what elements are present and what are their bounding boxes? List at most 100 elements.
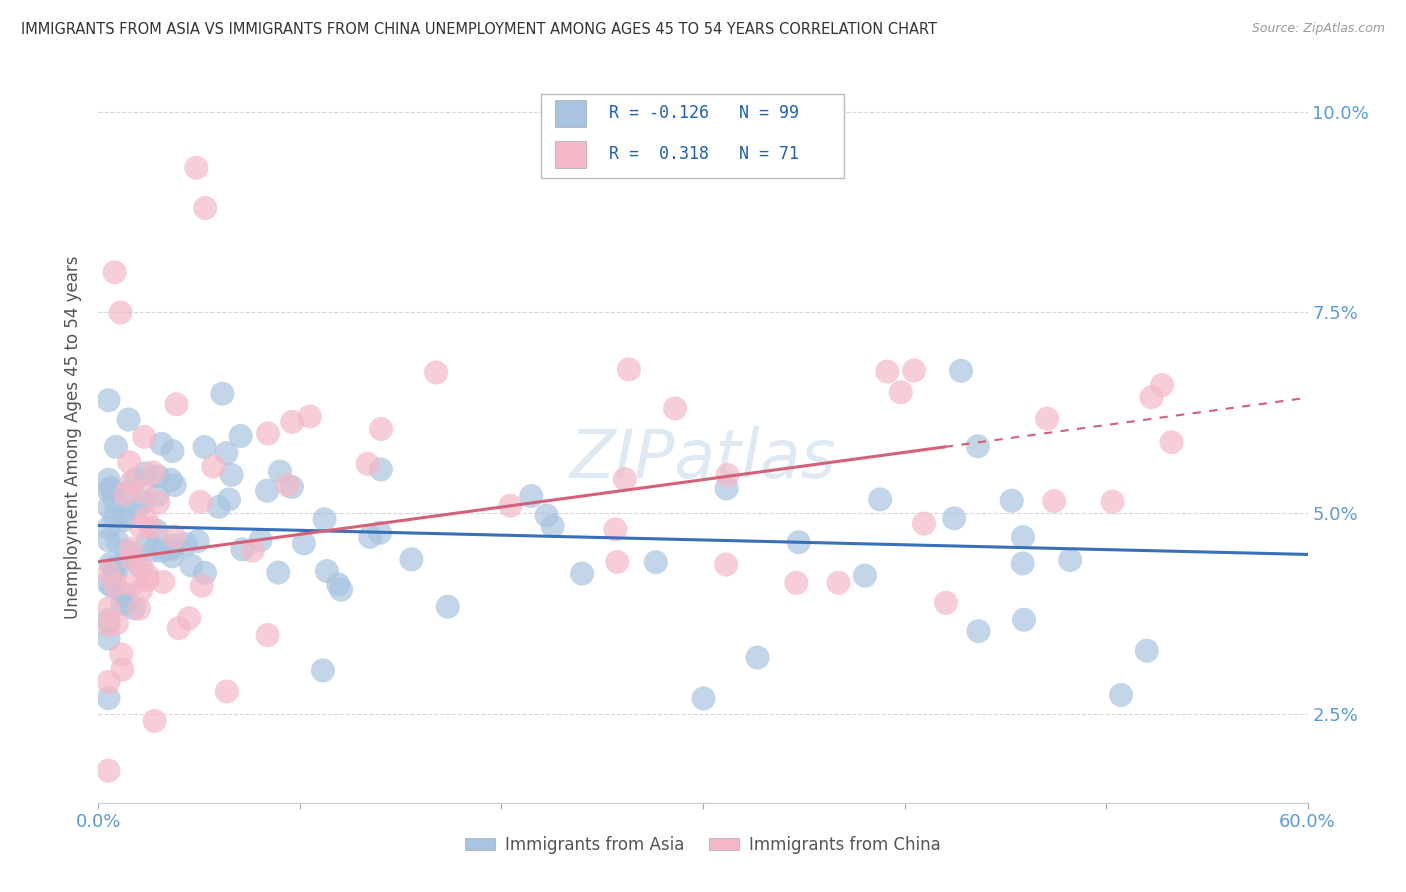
Point — [257, 426, 280, 441]
Point — [135, 510, 157, 524]
Point — [97, 613, 120, 627]
Point — [229, 429, 252, 443]
Point — [97, 500, 120, 515]
Text: ZIP​at​las: ZIP​at​las — [569, 426, 837, 492]
Point — [136, 534, 159, 549]
Point — [112, 513, 135, 527]
Point — [132, 484, 155, 499]
Point — [165, 397, 187, 411]
Point — [194, 566, 217, 580]
Point — [218, 492, 240, 507]
Point — [100, 557, 122, 571]
Point — [187, 534, 209, 549]
Point — [949, 364, 972, 378]
Point — [716, 482, 738, 496]
Point — [110, 648, 132, 662]
Point — [605, 523, 627, 537]
Point — [1012, 613, 1035, 627]
Point — [167, 621, 190, 635]
Point — [132, 494, 155, 508]
Point — [714, 558, 737, 572]
Point — [221, 467, 243, 482]
Point — [256, 483, 278, 498]
Point — [121, 577, 143, 591]
Point — [115, 508, 138, 523]
Point — [128, 601, 150, 615]
Point — [231, 542, 253, 557]
Point — [114, 587, 136, 601]
Point — [967, 624, 990, 639]
Point — [163, 478, 186, 492]
Point — [716, 468, 738, 483]
Point — [1011, 557, 1033, 571]
Text: Source: ZipAtlas.com: Source: ZipAtlas.com — [1251, 22, 1385, 36]
Point — [606, 555, 628, 569]
Point — [787, 535, 810, 549]
Point — [1036, 411, 1059, 425]
Point — [122, 601, 145, 615]
Point — [97, 483, 120, 498]
Point — [876, 365, 898, 379]
Point — [120, 541, 142, 556]
Point — [869, 492, 891, 507]
Point — [330, 582, 353, 597]
Point — [186, 161, 208, 175]
Point — [97, 674, 120, 689]
Point — [103, 265, 125, 279]
Point — [124, 473, 146, 487]
Point — [163, 529, 186, 543]
Point — [541, 519, 564, 533]
Point — [571, 566, 593, 581]
Point — [1001, 493, 1024, 508]
Text: R = -0.126   N = 99: R = -0.126 N = 99 — [609, 104, 799, 122]
Point — [104, 578, 127, 592]
Point — [101, 483, 124, 497]
Point — [1150, 378, 1173, 392]
Point — [177, 611, 200, 625]
Point — [97, 521, 120, 535]
Text: R =  0.318   N = 71: R = 0.318 N = 71 — [609, 145, 799, 163]
Point — [104, 562, 127, 576]
Point — [117, 412, 139, 426]
Point — [215, 446, 238, 460]
Point — [966, 439, 988, 453]
Point — [520, 489, 543, 503]
Point — [97, 566, 120, 581]
Point — [208, 500, 231, 514]
Point — [114, 487, 136, 501]
Point — [827, 575, 849, 590]
Point — [105, 616, 128, 631]
Point — [136, 568, 159, 582]
Point — [1136, 644, 1159, 658]
Point — [193, 440, 215, 454]
Point — [425, 366, 447, 380]
Point — [100, 481, 122, 495]
Point — [129, 520, 152, 534]
Point — [267, 566, 290, 580]
Point — [139, 520, 162, 534]
Point — [97, 576, 120, 591]
Point — [1012, 530, 1035, 544]
Point — [664, 401, 686, 416]
Point — [316, 564, 339, 578]
Point — [148, 495, 170, 509]
Point — [143, 714, 166, 728]
Point — [146, 488, 169, 502]
Point — [142, 466, 165, 480]
Point — [785, 575, 807, 590]
Point — [120, 552, 142, 566]
Point — [1059, 553, 1081, 567]
Point — [298, 409, 321, 424]
Point — [368, 525, 391, 540]
Point — [613, 472, 636, 486]
Point — [890, 385, 912, 400]
Point — [160, 549, 183, 564]
Point — [174, 537, 197, 551]
Point — [436, 599, 458, 614]
Point — [162, 444, 184, 458]
Point — [1140, 390, 1163, 404]
Point — [97, 473, 120, 487]
Point — [110, 305, 132, 319]
Point — [242, 543, 264, 558]
Point — [127, 500, 149, 515]
